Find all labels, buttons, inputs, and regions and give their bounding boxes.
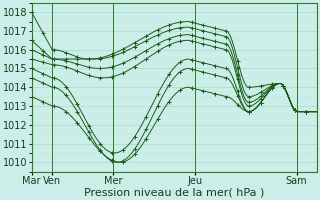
X-axis label: Pression niveau de la mer( hPa ): Pression niveau de la mer( hPa ) xyxy=(84,187,265,197)
